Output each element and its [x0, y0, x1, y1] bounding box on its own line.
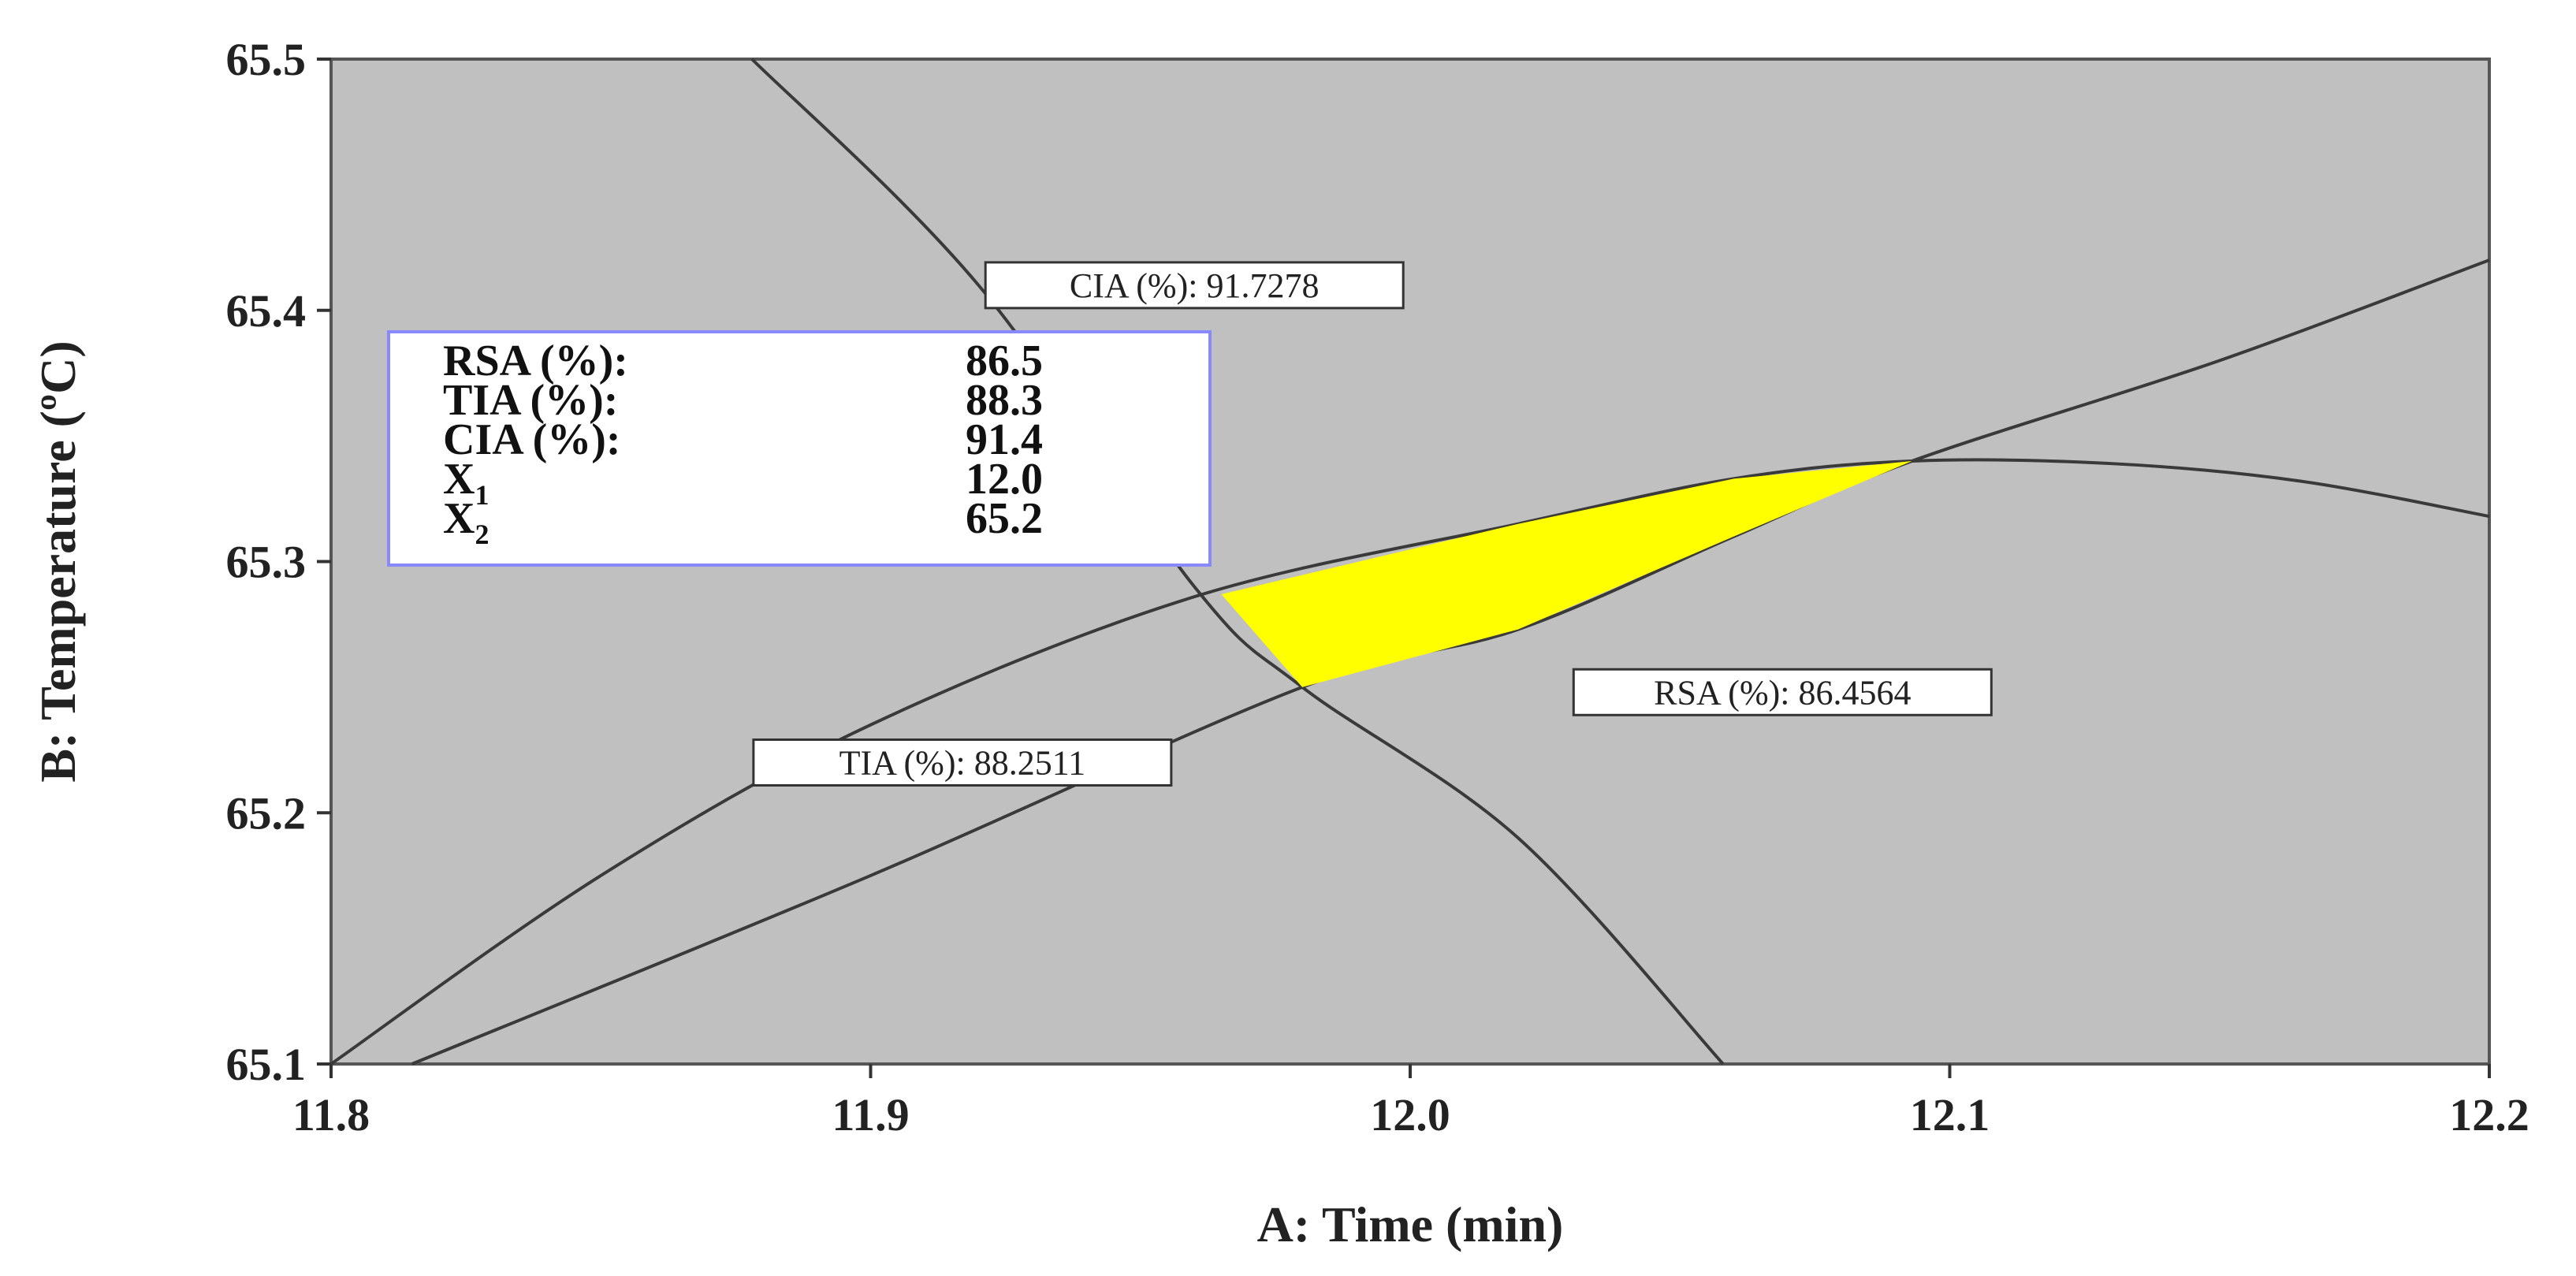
contour-label-box	[1572, 668, 1993, 716]
x-tick-label: 12.2	[2449, 1089, 2529, 1140]
flag-row-label-text: X	[443, 455, 475, 504]
y-tick-label: 65.2	[226, 787, 307, 839]
flag-row-value: 91.4	[966, 415, 1043, 464]
x-tick-label: 12.0	[1370, 1089, 1450, 1140]
x-tick-label: 11.8	[292, 1089, 370, 1140]
y-tick-label: 65.1	[226, 1039, 307, 1090]
contour-label-box	[752, 738, 1173, 787]
contour-label: TIA (%): 88.2511	[839, 744, 1085, 783]
flag-row-label-text: TIA (%):	[443, 376, 618, 425]
y-axis-title: B: Temperature (ºC)	[30, 340, 86, 782]
flag-row-label: TIA (%):	[443, 376, 618, 425]
flag-row-value: 65.2	[966, 494, 1043, 543]
contour-labels: CIA (%): 91.7278 TIA (%): 88.2511 RSA (%):…	[752, 261, 1993, 787]
contour-line	[750, 58, 1725, 1066]
contour-label-box	[984, 261, 1405, 310]
contour-label: CIA (%): 91.7278	[1070, 266, 1320, 305]
flag-row-label-text: X	[443, 494, 475, 543]
flag-row-label-text: RSA (%):	[443, 337, 628, 385]
x-axis-title: A: Time (min)	[1257, 1196, 1564, 1252]
flag-row-label-text: CIA (%):	[443, 415, 621, 464]
flag-row-label: CIA (%):	[443, 415, 621, 464]
flag-row-value: 88.3	[966, 376, 1043, 425]
y-tick-label: 65.5	[226, 34, 307, 85]
flag-box	[387, 330, 1212, 567]
y-tick-label: 65.3	[226, 537, 307, 588]
contour-lines	[329, 58, 2490, 1066]
y-tick-label: 65.4	[226, 285, 307, 337]
x-tick-label: 12.1	[1910, 1089, 1990, 1140]
flag-row-label: X1	[443, 455, 489, 511]
contour-line	[329, 458, 2490, 1066]
flag-row-subscript: 1	[475, 479, 489, 511]
flag-row-subscript: 2	[475, 519, 489, 550]
feasible-region	[1221, 461, 1912, 687]
axis-ticks: 11.8 11.9 12.0 12.1 12.2 65.1 65.2 65.3 65.4 65.5	[226, 34, 2529, 1140]
flag-row-label: RSA (%):	[443, 337, 628, 385]
x-tick-label: 11.9	[832, 1089, 909, 1140]
flag-row-value: 12.0	[966, 455, 1043, 504]
contour-label: RSA (%): 86.4564	[1654, 673, 1911, 712]
flag-row-label: X2	[443, 494, 489, 550]
flag-row-value: 86.5	[966, 337, 1043, 385]
contour-line	[411, 259, 2490, 1066]
